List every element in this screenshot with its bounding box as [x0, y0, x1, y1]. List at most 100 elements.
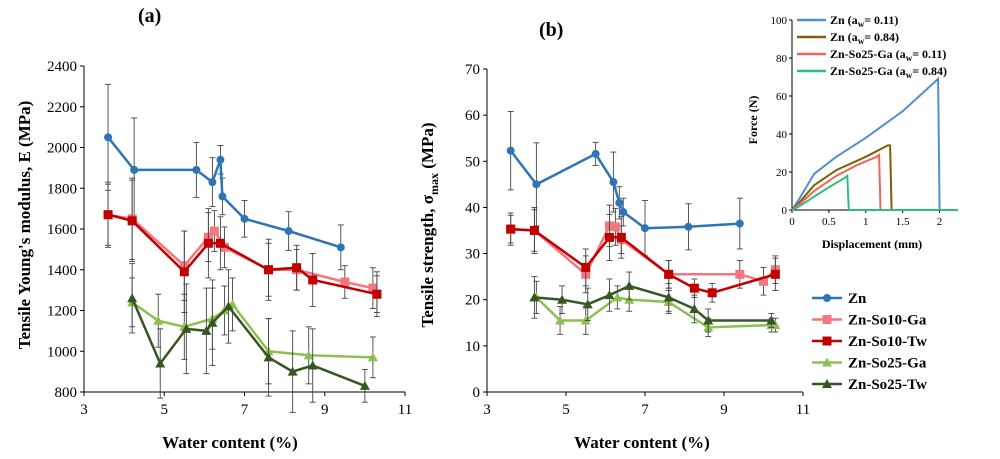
panel-b-series-zn-so25-tw-line — [534, 284, 772, 322]
panel-a-series-zn-so25-ga-point — [153, 315, 164, 325]
panel-a-y-tick-label: 1800 — [47, 181, 77, 197]
inset-legend-label-tail: = 0.84) — [912, 64, 947, 78]
inset-legend-label: Zn (aw= 0.84) — [830, 30, 899, 46]
panel-b-y-tick-label: 40 — [465, 200, 480, 216]
panel-b-series-zn-so25-tw-point — [529, 292, 540, 302]
panel-b-y-tick-label: 10 — [465, 339, 480, 355]
inset-series-zn-aw-0-84 — [791, 144, 958, 211]
panel-a-xlabel: Water content (%) — [162, 433, 298, 452]
panel-b-series-zn-point — [591, 149, 600, 158]
panel-b-series-zn — [506, 111, 744, 257]
panel-b-label: (b) — [539, 19, 563, 41]
panel-b-series-zn-so25-ga-point — [555, 315, 566, 325]
panel-a-series-zn-so10-tw-point — [372, 289, 382, 299]
panel-b-series-zn-point — [619, 208, 628, 217]
panel-a-series-zn-so25-tw-point — [181, 323, 192, 333]
panel-a-series-zn-so25-tw-line — [131, 297, 366, 388]
panel-a-series-zn-so25-ga-point — [303, 350, 314, 360]
panel-a-series-zn-point — [130, 165, 139, 174]
panel-b-series-zn-so25-tw-point — [663, 292, 674, 302]
panel-b-ylabel-unit: (MPa) — [418, 122, 437, 173]
panel-a-y-tick-label: 1200 — [47, 304, 77, 320]
panel-b-chart: 0 10 20 30 40 50 60 70 3 5 7 9 11 — [465, 62, 810, 418]
panel-b-series-zn-so10-ga-point — [610, 222, 620, 232]
legend-entry-zn-so25-tw: Zn-So25-Tw — [812, 377, 927, 393]
panel-b-series-zn-point — [641, 224, 649, 233]
panel-a-series-zn-point — [218, 192, 227, 201]
panel-b-x-tick-label: 3 — [483, 402, 491, 418]
inset-y-tick-label: 0 — [782, 205, 788, 217]
panel-a-series-zn-so25-tw-point — [223, 301, 234, 311]
legend-label: Zn-So10-Ga — [848, 313, 927, 329]
inset-xlabel: Displacement (mm) — [822, 237, 922, 251]
inset-y-tick-label: 80 — [776, 53, 788, 65]
panel-b-ylabel-main: Tensile strength, σ — [418, 194, 437, 327]
panel-b-series-zn-so25-tw — [529, 271, 777, 333]
legend-swatch-marker — [822, 357, 832, 367]
panel-a-series-zn-point — [216, 155, 225, 164]
panel-b-series-zn-so10-tw-point — [770, 269, 780, 279]
legend-entry-zn-so10-tw: Zn-So10-Tw — [812, 334, 927, 350]
panel-b-xlabel: Water content (%) — [574, 433, 710, 452]
panel-b-ylabel-sub: max — [427, 173, 441, 195]
panel-b-series-zn-so25-tw-point — [582, 299, 593, 309]
panel-b-series-zn-so25-tw-point — [703, 315, 714, 325]
inset-legend-label: Zn-So25-Ga (aw= 0.11) — [830, 47, 946, 63]
panel-a-y-tick-label: 1400 — [47, 263, 77, 279]
panel-a-series-zn-so10-tw-line — [107, 213, 378, 296]
inset-series-zn-aw-0-11 — [791, 76, 958, 211]
panel-a-series-zn-point — [240, 214, 249, 223]
panel-a-series-zn — [104, 83, 345, 271]
inset-legend-label-sub: w — [906, 53, 913, 63]
inset-x-tick-label: 0.5 — [822, 216, 836, 228]
inset-y-tick-label: 100 — [771, 15, 788, 27]
main-legend: Zn Zn-So10-Ga Zn-So10-Tw Zn-So25-Ga Zn-So25-… — [812, 291, 927, 393]
panel-a-series-zn-so25-tw-point — [359, 380, 370, 390]
panel-a-series-zn-so25-tw — [127, 263, 370, 413]
inset-y-tick-label: 20 — [776, 167, 788, 179]
panel-b-series-zn-so10-tw-point — [707, 288, 717, 298]
panel-a-series-zn-point — [284, 227, 293, 236]
inset-legend-label: Zn (aw= 0.11) — [830, 13, 898, 29]
inset-legend-label-sub: w — [858, 19, 865, 29]
panel-a-x-tick-label: 3 — [80, 402, 88, 418]
panel-b-ylabel: Tensile strength, σmax (MPa) — [418, 122, 441, 327]
panel-a-series-zn-so25-tw-point — [287, 366, 298, 376]
panel-b-y-tick-label: 30 — [465, 247, 480, 263]
panel-a-series-zn-so10-tw — [103, 179, 382, 318]
panel-a-y-tick-label: 2000 — [47, 141, 77, 157]
panel-b-series-zn-point — [532, 180, 541, 189]
panel-b-series-zn-so25-ga — [531, 280, 781, 338]
panel-b-series-zn-so25-tw-point — [624, 280, 635, 290]
legend-entry-zn: Zn — [812, 291, 867, 307]
panel-a-series-zn-so10-tw-point — [308, 275, 318, 285]
panel-a-series-zn-so10-tw-point — [292, 263, 302, 273]
inset-legend-label-base: Zn-So25-Ga (a — [830, 64, 906, 78]
panel-b-y-tick-label: 20 — [465, 293, 480, 309]
panel-b-series-zn-so10-tw-point — [506, 224, 516, 234]
panel-a-series-zn-so25-tw-point — [207, 317, 218, 327]
inset-legend-label-base: Zn (a — [830, 30, 858, 44]
panel-a-series-zn-so25-tw-point — [307, 360, 318, 370]
panel-a-series-zn-so10-tw-point — [179, 267, 189, 277]
panel-a-series-zn-so10-tw-point — [127, 216, 137, 226]
panel-b-series-zn-so10-tw — [506, 209, 780, 303]
legend-label: Zn — [848, 291, 867, 307]
panel-b-series-zn-so25-ga-point — [612, 292, 623, 302]
legend-swatch-marker — [823, 294, 831, 302]
panel-b-series-zn-point — [609, 178, 618, 187]
legend-entry-zn-so25-ga: Zn-So25-Ga — [812, 356, 927, 372]
panel-a-x-tick-label: 11 — [398, 402, 412, 418]
panel-a-x-tick-label: 5 — [161, 402, 169, 418]
panel-a-y-tick-label: 1000 — [47, 344, 77, 360]
panel-a-series-zn-so10-ga-point — [209, 226, 219, 236]
inset-legend-entry: Zn-So25-Ga (aw= 0.11) — [797, 47, 946, 63]
panel-b-series-zn-so10-tw-point — [689, 283, 699, 293]
legend-label: Zn-So25-Tw — [848, 377, 927, 393]
panel-a-series-zn-so25-ga — [127, 277, 378, 385]
inset-legend-label-base: Zn (a — [830, 13, 858, 27]
legend-swatch-marker — [822, 315, 832, 324]
panel-a-series-zn-so10-ga-point — [340, 277, 350, 287]
panel-b-series-zn-so10-tw-point — [581, 262, 591, 272]
